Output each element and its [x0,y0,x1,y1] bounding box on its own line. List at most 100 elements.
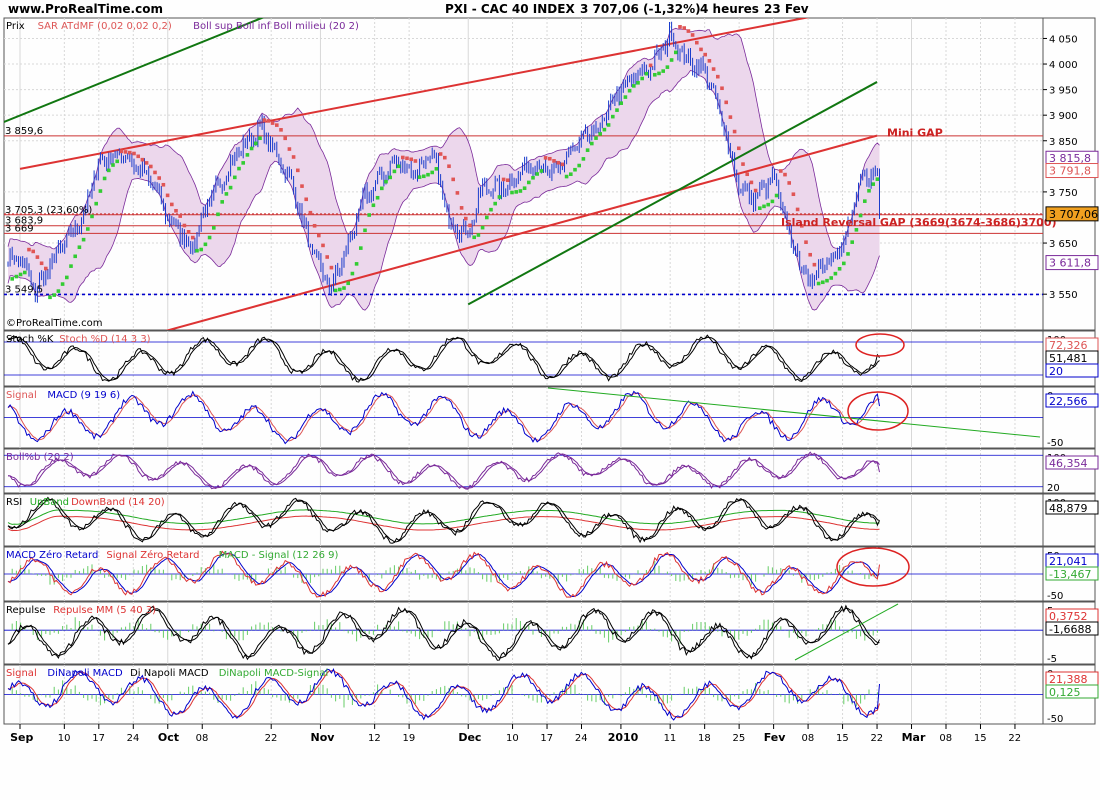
value-tag-label: -1,6688 [1049,623,1091,636]
sar-dot [10,277,14,281]
sar-dot [98,189,103,193]
sar-dot [501,177,506,182]
sar-dot [829,276,833,280]
sar-dot [438,152,443,156]
sar-dot [346,281,350,286]
sar-dot [405,156,409,161]
sar-dot [661,69,665,73]
indicator-line [7,604,880,661]
sar-dot [182,223,187,228]
sar-dot [254,141,258,146]
sar-dot [648,63,653,68]
signal-line [7,552,880,597]
sar-dot [119,149,124,154]
sar-dot [653,72,657,77]
value-tag-label: 46,354 [1049,457,1088,470]
sar-dot [396,164,401,169]
sar-dot [850,240,854,244]
sar-dot [195,248,199,253]
sar-dot [165,193,170,198]
panel-frame [3,448,1096,494]
bollinger-upper [7,27,880,250]
price-tag-label: 3 791,8 [1049,165,1091,178]
sar-dot [317,233,321,238]
sar-dot [657,71,661,76]
y-tick-label: -50 [1047,591,1063,602]
x-tick-label: 19 [403,733,416,744]
y-tick-label: -5 [1047,654,1057,665]
sar-dot [833,271,838,276]
sar-dot [472,235,476,240]
trendline [547,387,1041,438]
bollinger-band-fill [8,28,880,311]
value-tag-label: 20 [1049,365,1063,378]
sar-dot [791,192,796,197]
sar-dot [556,160,560,165]
sar-dot [367,213,371,217]
sar-dot [464,216,468,221]
sar-dot [52,293,56,297]
sar-dot [585,148,590,152]
sar-dot [262,118,266,122]
sar-dot [737,146,741,151]
sar-dot [174,208,178,213]
x-axis: Sep 10 17 24 Oct 08 22 Nov 12 19 Dec 10 17 24 2010 11 18… [10,724,1021,744]
level-label: 3 683,9 [5,216,43,227]
panel-price: 3 859,6 3 705,3 (23,60%)3 683,93 669 3 549… [3,17,1099,331]
sar-dot [695,40,699,45]
sar-dot [35,255,40,259]
sar-dot [539,169,544,173]
sar-dot [39,261,44,266]
sar-dot [111,163,115,167]
plot-area [4,668,1043,721]
sar-dot [157,176,161,180]
signal-line [7,607,880,659]
sar-dot [611,114,615,119]
x-tick-label: 24 [127,733,140,744]
legend-item: MACD - Signal (12 26 9) [219,550,339,561]
sar-dot [350,271,355,276]
signal-line [7,669,880,719]
sar-dot [808,252,812,257]
highlight-circle [836,547,910,587]
sar-dot [81,237,86,242]
sar-dot [413,159,418,163]
sar-dot [233,175,237,180]
x-tick-label: 25 [733,733,746,744]
sar-dot [569,172,573,177]
legend-item: DownBand (14 20) [71,497,165,508]
sar-dot [186,230,191,234]
sar-dot [451,177,455,182]
sar-dot [514,190,518,194]
sar-dot [338,287,342,292]
sar-dot [598,132,602,136]
sar-dot [304,197,308,202]
sar-dot [207,235,212,240]
sar-dot [548,156,552,161]
legend-item: UpBand [30,497,69,508]
x-tick-label: 08 [801,733,814,744]
instrument-title: PXI - CAC 40 INDEX [445,2,575,16]
x-tick-label: Nov [311,731,336,744]
sar-dot [342,286,346,290]
sar-dot [800,224,804,228]
sar-dot [94,201,98,206]
price-tag-label: 3 611,8 [1049,257,1091,270]
price-tag [1045,206,1099,222]
sar-dot [581,157,586,161]
highlight-circle [855,333,905,357]
value-tag [1045,393,1099,408]
signal-line [7,336,880,382]
sar-dot [665,65,670,69]
x-tick-label: 22 [870,733,883,744]
sar-dot [107,168,111,173]
sar-dot [489,207,493,212]
sar-dot [749,180,754,185]
sar-dot [388,175,392,180]
value-tag-label: 22,566 [1049,395,1088,408]
annotation-mini-gap: Mini GAP [887,127,943,140]
sar-dot [308,210,313,215]
y-tick-label: 3 650 [1049,239,1078,250]
